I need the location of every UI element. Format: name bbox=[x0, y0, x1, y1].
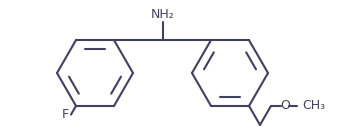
Text: F: F bbox=[62, 108, 69, 121]
Text: O: O bbox=[281, 99, 290, 112]
Text: NH₂: NH₂ bbox=[151, 8, 174, 21]
Text: CH₃: CH₃ bbox=[303, 99, 326, 112]
